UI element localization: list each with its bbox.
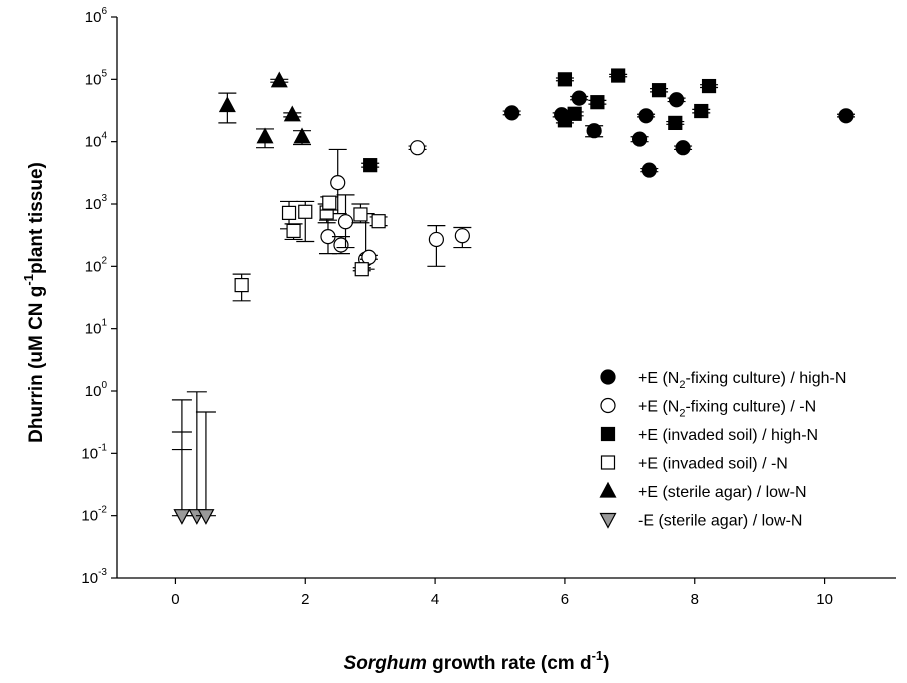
data-point	[668, 92, 685, 108]
data-point	[293, 127, 311, 144]
data-point	[363, 158, 378, 173]
legend-label: +E (sterile agar) / low-N	[638, 484, 807, 501]
x-tick-label: 8	[691, 591, 699, 608]
data-point	[590, 95, 605, 110]
data-point	[504, 105, 520, 121]
data-point	[694, 103, 709, 119]
plot-area	[171, 68, 856, 525]
y-tick-label: 10-3	[81, 567, 107, 587]
data-point	[641, 162, 657, 178]
series-4	[218, 71, 312, 149]
data-point	[330, 175, 346, 191]
legend-entry: +E (N2-fixing culture) / -N	[600, 397, 816, 420]
data-point	[701, 78, 717, 94]
y-tick-label: 101	[85, 318, 108, 338]
data-point	[234, 277, 249, 293]
data-point	[337, 214, 354, 230]
data-point	[353, 207, 368, 222]
data-point	[675, 140, 691, 156]
x-axis-title: Sorghum growth rate (cm d-1)	[344, 648, 610, 674]
series-5	[171, 391, 216, 525]
x-tick-label: 6	[561, 591, 569, 608]
y-tick-label: 100	[85, 380, 108, 400]
legend: +E (N2-fixing culture) / high-N +E (N2-fi…	[599, 369, 846, 530]
legend-marker	[599, 481, 617, 498]
data-point	[281, 205, 297, 220]
data-point	[651, 83, 667, 98]
data-point	[428, 231, 444, 248]
data-point	[631, 131, 648, 147]
x-tick-label: 0	[171, 591, 179, 608]
data-point	[586, 123, 602, 139]
y-tick-label: 103	[85, 193, 108, 213]
data-point	[197, 509, 215, 525]
y-tick-label: 104	[85, 131, 108, 151]
data-point	[454, 228, 470, 244]
y-tick-label: 102	[85, 255, 108, 275]
y-tick-label: 10-2	[81, 505, 107, 525]
data-point	[218, 96, 236, 113]
y-tick-label: 10-1	[81, 442, 107, 462]
data-point	[173, 509, 191, 525]
data-point	[571, 90, 587, 106]
data-point	[371, 214, 386, 229]
legend-label: -E (sterile agar) / low-N	[638, 513, 802, 530]
legend-entry: -E (sterile agar) / low-N	[599, 512, 802, 530]
legend-entry: +E (invaded soil) / high-N	[600, 426, 818, 444]
data-point	[567, 106, 582, 121]
legend-marker	[599, 512, 617, 529]
y-axis-title: Dhurrin (uM CN g-1plant tissue)	[21, 162, 47, 443]
data-point	[333, 237, 349, 253]
legend-marker	[600, 369, 616, 385]
legend-marker	[600, 397, 616, 414]
data-point	[286, 223, 301, 239]
legend-entry: +E (N2-fixing culture) / high-N	[600, 369, 846, 391]
legend-marker	[600, 426, 616, 442]
series-3	[232, 195, 388, 302]
data-point	[838, 108, 854, 124]
data-point	[270, 71, 288, 88]
legend-label: +E (invaded soil) / -N	[638, 456, 788, 473]
data-point	[611, 68, 626, 83]
legend-label: +E (N2-fixing culture) / high-N	[638, 370, 846, 391]
data-point	[557, 72, 573, 87]
legend-label: +E (invaded soil) / high-N	[638, 427, 818, 444]
axes: 10-3 10-2 10-1 100 101 102 103 104 105 106 0 2 4 6 8 10	[81, 6, 896, 608]
legend-entry: +E (sterile agar) / low-N	[599, 481, 807, 501]
data-point	[668, 115, 683, 131]
y-tick-label: 106	[85, 6, 108, 26]
data-point	[638, 108, 654, 124]
data-point	[283, 105, 301, 122]
series-1	[318, 140, 472, 270]
series-2	[361, 68, 719, 173]
series-0	[502, 90, 856, 178]
x-tick-label: 10	[816, 591, 833, 608]
data-point	[322, 195, 337, 210]
legend-entry: +E (invaded soil) / -N	[600, 455, 788, 473]
x-tick-label: 4	[431, 591, 439, 608]
legend-label: +E (N2-fixing culture) / -N	[638, 399, 816, 420]
data-point	[256, 127, 274, 144]
data-point	[354, 262, 369, 277]
y-tick-label: 105	[85, 68, 108, 88]
data-point	[298, 204, 313, 219]
data-point	[361, 249, 377, 265]
x-tick-label: 2	[301, 591, 309, 608]
data-point	[409, 140, 426, 156]
legend-marker	[600, 455, 616, 470]
